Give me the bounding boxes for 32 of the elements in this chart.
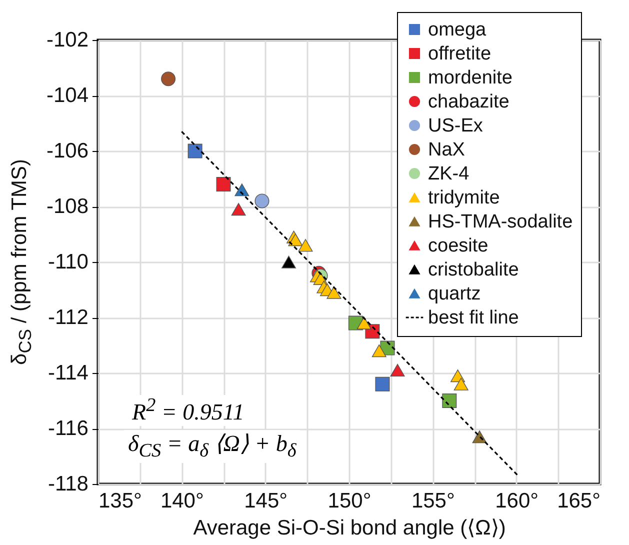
x-tick-label: 135°	[98, 490, 142, 512]
legend-label: offretite	[428, 44, 492, 64]
annotation: R$^{2}$ = 0.9511	[128, 395, 248, 426]
y-tick-label: -114	[48, 362, 89, 384]
x-tick-label: 155°	[411, 490, 455, 512]
legend-label: coesite	[428, 236, 488, 256]
legend-label: quartz	[428, 284, 481, 304]
y-tick-label: -104	[46, 84, 89, 107]
y-tick-label: -110	[48, 250, 88, 274]
y-tick-label: -116	[48, 417, 88, 440]
y-tick-label: -112	[48, 306, 88, 329]
legend-label: mordenite	[428, 68, 512, 88]
legend-label: ZK-4	[428, 164, 470, 184]
x-tick-label: 160°	[495, 490, 539, 512]
y-tick-label: -108	[46, 195, 88, 218]
annotation: δ$_{CS}$ = a$_{δ}$ ⟨Ω⟩ + b$_{δ}$	[124, 430, 300, 463]
x-axis-title: Average Si-O-Si bond angle (⟨Ω⟩)	[193, 516, 506, 540]
legend-label: tridymite	[428, 188, 500, 208]
x-tick-label: 150°	[328, 490, 372, 512]
legend-label: NaX	[428, 140, 466, 160]
legend-label: omega	[428, 20, 487, 40]
x-tick-label: 140°	[160, 490, 204, 512]
y-tick-label: -102	[46, 28, 88, 52]
legend-label: chabazite	[428, 92, 510, 112]
x-tick-label: 145°	[244, 490, 288, 512]
legend-label: best fit line	[428, 308, 519, 328]
y-tick-label: -118	[48, 472, 88, 496]
legend-label: HS-TMA-sodalite	[428, 212, 573, 232]
x-tick-label: 165°	[557, 490, 600, 512]
y-tick-label: -106	[46, 140, 88, 162]
legend-label: US-Ex	[428, 116, 484, 136]
legend-label: cristobalite	[428, 260, 519, 280]
